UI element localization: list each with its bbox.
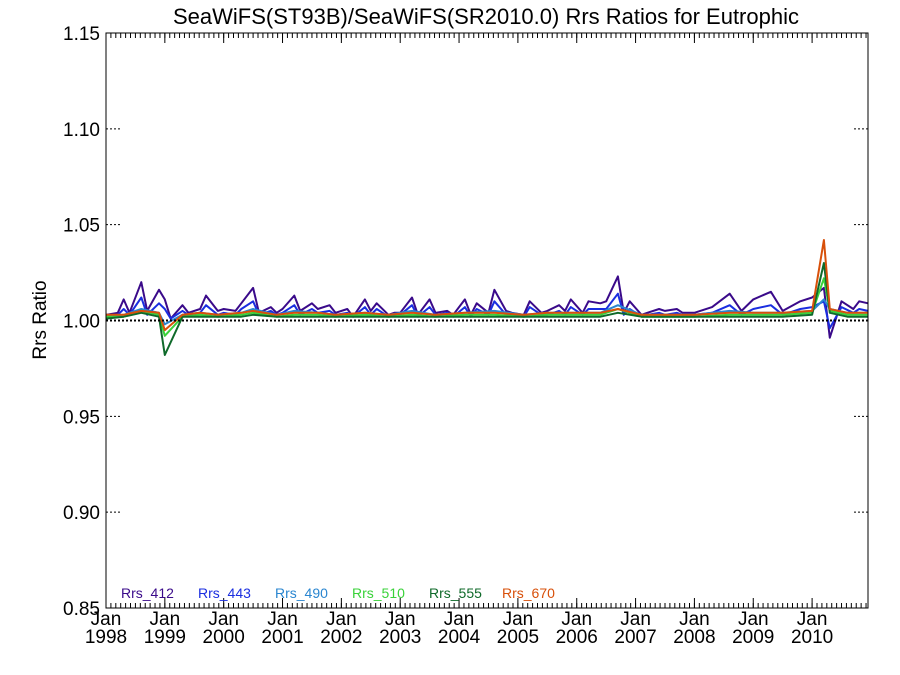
x-tick-label-month: Jan: [738, 609, 769, 630]
legend-item-rrs-510: Rrs_510: [352, 585, 405, 601]
x-tick-label-month: Jan: [385, 609, 416, 630]
x-tick-label-month: Jan: [561, 609, 592, 630]
x-tick-label-month: Jan: [267, 609, 298, 630]
x-tick-label-month: Jan: [208, 609, 239, 630]
x-tick-label-month: Jan: [503, 609, 534, 630]
x-tick-label-month: Jan: [620, 609, 651, 630]
axes: 0.850.900.951.001.051.101.15Jan1998Jan19…: [63, 24, 869, 648]
legend-item-rrs-555: Rrs_555: [429, 585, 482, 601]
legend-item-rrs-443: Rrs_443: [198, 585, 251, 601]
legend-item-rrs-670: Rrs_670: [502, 585, 555, 601]
y-tick-label: 0.95: [63, 407, 100, 428]
x-tick-label-month: Jan: [150, 609, 181, 630]
x-tick-label-month: Jan: [797, 609, 828, 630]
series-line-rrs-555: [105, 262, 868, 356]
x-tick-label-year: 2004: [438, 627, 481, 648]
x-tick-label-month: Jan: [444, 609, 475, 630]
y-tick-label: 1.10: [63, 120, 100, 141]
x-tick-label-year: 2010: [791, 627, 833, 648]
y-tick-label: 1.15: [63, 24, 100, 45]
x-tick-label-year: 2007: [614, 627, 656, 648]
y-axis-label: Rrs Ratio: [30, 280, 51, 359]
x-tick-label-year: 1999: [144, 627, 186, 648]
series-line-rrs-510: [106, 277, 868, 337]
x-tick-label-month: Jan: [679, 609, 710, 630]
series-line-rrs-670: [106, 239, 868, 332]
x-tick-label-year: 2008: [673, 627, 715, 648]
legend-item-rrs-490: Rrs_490: [275, 585, 328, 601]
x-tick-label-year: 2009: [732, 627, 774, 648]
y-tick-label: 1.00: [63, 312, 100, 333]
y-tick-label: 0.90: [63, 503, 100, 524]
x-tick-label-month: Jan: [91, 609, 122, 630]
chart-title: SeaWiFS(ST93B)/SeaWiFS(SR2010.0) Rrs Rat…: [173, 4, 799, 29]
x-tick-label-year: 1998: [85, 627, 127, 648]
x-tick-label-year: 2005: [497, 627, 539, 648]
x-tick-label-year: 2001: [261, 627, 303, 648]
x-tick-label-year: 2002: [320, 627, 362, 648]
y-tick-label: 0.85: [63, 599, 100, 620]
series-line-rrs-412: [105, 275, 869, 339]
legend: Rrs_412 Rrs_443 Rrs_490 Rrs_510 Rrs_555 Rrs_6…: [121, 585, 555, 601]
x-tick-label-month: Jan: [326, 609, 357, 630]
y-tick-label: 1.05: [63, 216, 100, 237]
x-tick-label-year: 2000: [203, 627, 245, 648]
legend-item-rrs-412: Rrs_412: [121, 585, 174, 601]
x-tick-label-year: 2006: [556, 627, 598, 648]
series-layer: [105, 239, 869, 356]
x-tick-label-year: 2003: [379, 627, 421, 648]
